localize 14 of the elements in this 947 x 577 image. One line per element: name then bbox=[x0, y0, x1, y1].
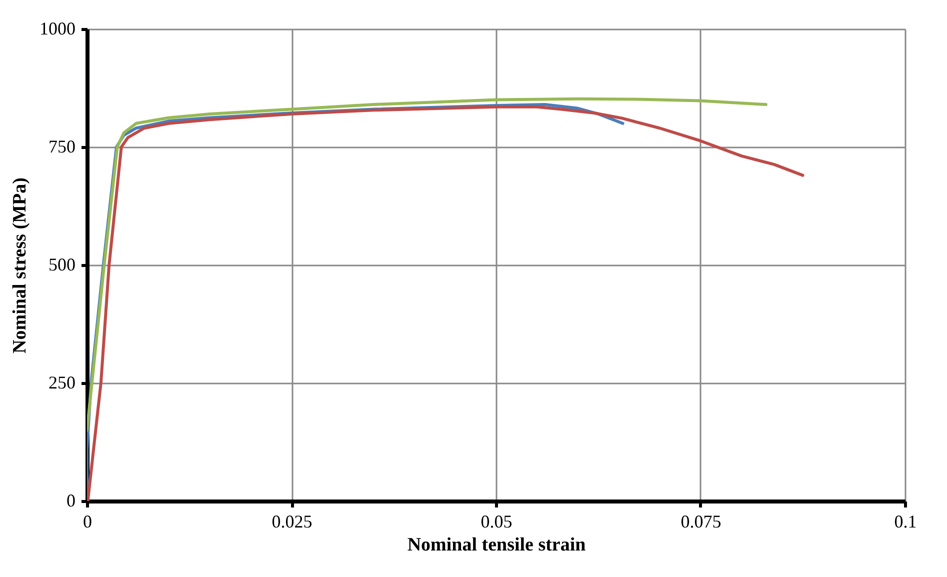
line-series bbox=[87, 105, 804, 501]
x-tick-label: 0 bbox=[83, 512, 92, 532]
x-tick-label: 0.05 bbox=[480, 512, 512, 532]
x-tick-label: 0.1 bbox=[894, 512, 917, 532]
y-tick-label: 1000 bbox=[40, 18, 76, 38]
y-tick-label: 750 bbox=[48, 136, 76, 156]
y-axis-title: Nominal stress (MPa) bbox=[10, 178, 30, 354]
x-axis-title: Nominal tensile strain bbox=[407, 534, 586, 556]
x-tick-label: 0.075 bbox=[680, 512, 722, 532]
y-tick-label: 250 bbox=[48, 372, 76, 392]
x-tick-label: 0.025 bbox=[272, 512, 312, 532]
line-series bbox=[87, 97, 768, 432]
y-tick-label: 0 bbox=[66, 490, 76, 510]
y-tick-label: 500 bbox=[48, 254, 76, 274]
